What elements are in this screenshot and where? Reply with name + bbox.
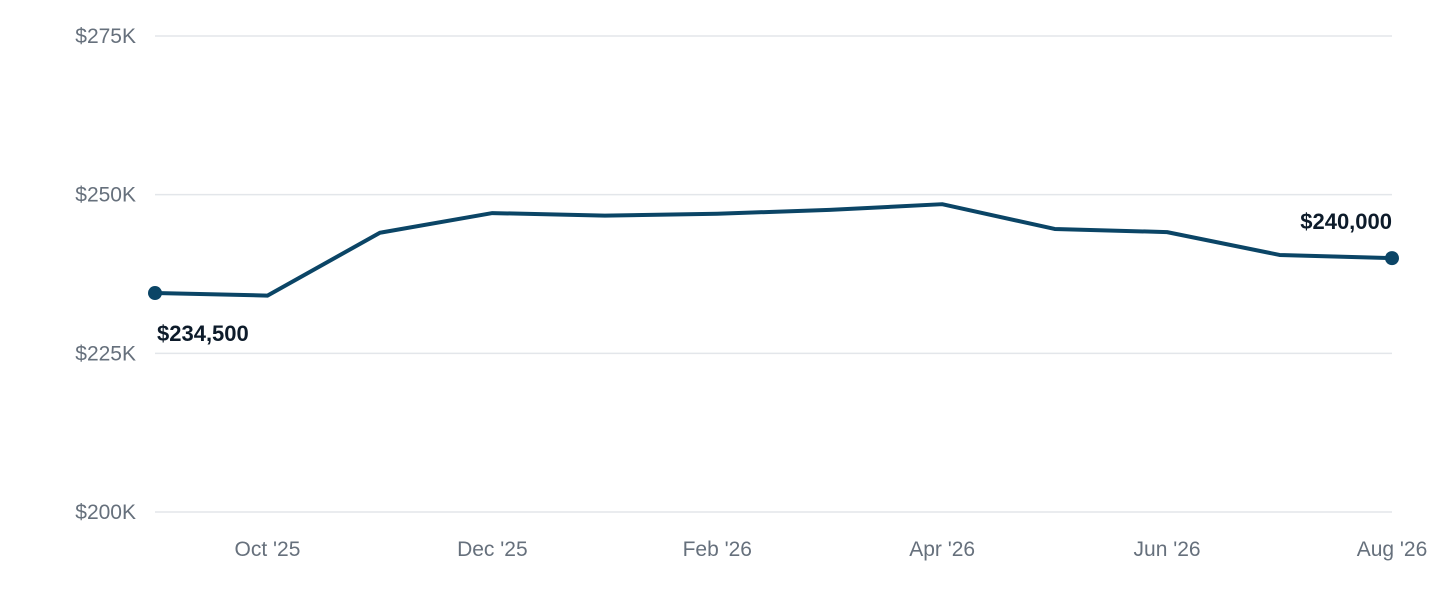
data-labels: $234,500 $240,000	[157, 209, 1392, 346]
x-tick-label: Feb '26	[683, 538, 752, 561]
y-tick-label: $275K	[75, 25, 136, 48]
y-tick-label: $250K	[75, 184, 136, 207]
y-axis: $275K $250K $225K $200K	[75, 25, 136, 524]
point-marker	[148, 286, 162, 301]
x-tick-label: Aug '26	[1357, 538, 1428, 561]
grid-lines	[155, 35, 1392, 513]
y-tick-label: $225K	[75, 342, 136, 365]
x-tick-label: Jun '26	[1134, 538, 1201, 561]
data-label: $240,000	[1300, 209, 1392, 234]
x-axis: Oct '25 Dec '25 Feb '26 Apr '26 Jun '26 Aug '…	[235, 538, 1428, 561]
marker-layer	[148, 251, 1399, 301]
x-tick-label: Dec '25	[457, 538, 528, 561]
series-line	[153, 202, 1394, 298]
series-layer	[153, 202, 1394, 298]
x-tick-label: Apr '26	[909, 538, 975, 561]
y-tick-label: $200K	[75, 501, 136, 524]
x-tick-label: Oct '25	[235, 538, 301, 561]
data-label: $234,500	[157, 321, 249, 346]
point-marker	[1385, 251, 1399, 266]
